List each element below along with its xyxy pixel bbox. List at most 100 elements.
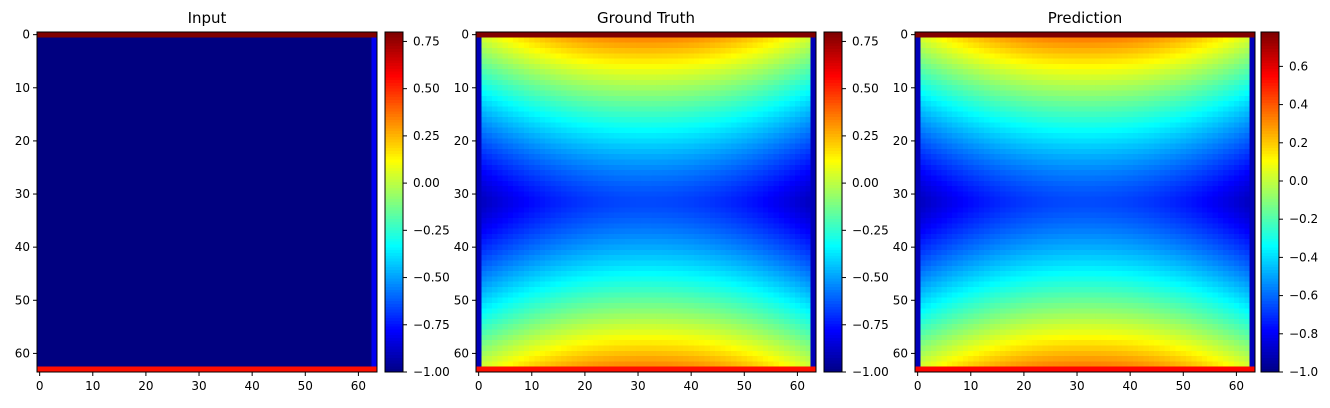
heatmap-cell	[313, 212, 319, 219]
heatmap-cell	[47, 79, 54, 86]
heatmap-cell	[371, 265, 378, 272]
heatmap-cell	[84, 42, 91, 49]
heatmap-cell	[302, 138, 309, 144]
heatmap-cell	[84, 207, 91, 213]
heatmap-cell	[122, 276, 128, 282]
heatmap-cell	[773, 63, 780, 70]
heatmap-cell	[286, 79, 293, 86]
heatmap-cell	[672, 74, 679, 81]
heatmap-cell	[244, 58, 250, 65]
heatmap-cell	[233, 212, 240, 219]
heatmap-cell	[238, 138, 245, 144]
heatmap-cell	[286, 170, 293, 176]
heatmap-cell	[307, 175, 314, 182]
heatmap-cell	[143, 37, 149, 43]
heatmap-cell	[249, 233, 256, 240]
heatmap-cell	[79, 138, 86, 144]
heatmap-cell	[217, 302, 224, 309]
heatmap-cell	[286, 340, 293, 346]
heatmap-cell	[286, 345, 293, 352]
heatmap-cell	[313, 90, 319, 97]
heatmap-cell	[345, 350, 351, 357]
heatmap-cell	[529, 53, 535, 59]
heatmap-cell	[58, 159, 64, 166]
colorbar-tick-label: −1.00	[413, 365, 450, 379]
heatmap-cell	[313, 196, 319, 203]
heatmap-cell	[491, 63, 498, 70]
heatmap-cell	[302, 308, 309, 314]
heatmap-cell	[297, 249, 303, 256]
heatmap-cell	[307, 85, 314, 91]
heatmap-cell	[127, 122, 133, 128]
heatmap-cell	[52, 223, 59, 229]
heatmap-cell	[355, 95, 362, 102]
heatmap-cell	[185, 249, 192, 256]
heatmap-cell	[249, 90, 256, 97]
heatmap-cell	[47, 159, 54, 166]
colorbar-segment	[385, 117, 403, 121]
heatmap-cell	[42, 90, 48, 97]
heatmap-cell	[100, 32, 107, 38]
heatmap-cell	[361, 366, 367, 373]
heatmap-cell	[762, 74, 769, 81]
heatmap-cell	[74, 42, 80, 49]
heatmap-cell	[545, 74, 551, 81]
heatmap-cell	[254, 69, 261, 75]
heatmap-cell	[100, 101, 107, 107]
heatmap-cell	[238, 175, 245, 182]
heatmap-cell	[63, 217, 70, 224]
heatmap-cell	[238, 180, 245, 187]
heatmap-cell	[260, 318, 266, 325]
heatmap-cell	[175, 69, 181, 75]
heatmap-cell	[122, 223, 128, 229]
heatmap-cell	[592, 79, 599, 86]
heatmap-cell	[90, 334, 96, 341]
heatmap-cell	[212, 217, 218, 224]
heatmap-cell	[800, 85, 806, 91]
heatmap-cell	[361, 85, 367, 91]
heatmap-cell	[228, 207, 234, 213]
colorbar-segment	[385, 304, 403, 308]
heatmap-cell	[313, 356, 319, 362]
heatmap-cell	[42, 244, 48, 251]
heatmap-cell	[603, 85, 610, 91]
heatmap-cell	[339, 361, 346, 367]
heatmap-cell	[350, 164, 357, 171]
heatmap-cell	[191, 111, 197, 118]
heatmap-cell	[561, 74, 567, 81]
heatmap-cell	[313, 281, 319, 288]
heatmap-cell	[329, 217, 335, 224]
heatmap-cell	[52, 255, 59, 261]
heatmap-cell	[185, 117, 192, 123]
heatmap-cell	[42, 42, 48, 49]
heatmap-cell	[773, 69, 780, 75]
heatmap-cell	[265, 223, 272, 229]
heatmap-cell	[37, 228, 43, 235]
heatmap-cell	[731, 32, 737, 38]
heatmap-cell	[207, 255, 213, 261]
heatmap-cell	[762, 47, 769, 54]
heatmap-cell	[794, 42, 801, 49]
heatmap-cell	[191, 148, 197, 155]
heatmap-cell	[68, 255, 75, 261]
heatmap-cell	[323, 180, 330, 187]
heatmap-cell	[169, 127, 176, 134]
heatmap-cell	[84, 90, 91, 97]
heatmap-cell	[238, 106, 245, 112]
heatmap-cell	[752, 85, 758, 91]
colorbar-segment	[385, 46, 403, 50]
colorbar-segment	[385, 363, 403, 367]
heatmap-cell	[334, 122, 341, 128]
heatmap-cell	[63, 212, 70, 219]
heatmap-cell	[222, 69, 229, 75]
heatmap-cell	[307, 180, 314, 187]
heatmap-cell	[355, 255, 362, 261]
heatmap-cell	[366, 101, 372, 107]
heatmap-cell	[254, 148, 261, 155]
heatmap-cell	[116, 249, 123, 256]
heatmap-cell	[518, 53, 525, 59]
heatmap-cell	[217, 366, 224, 373]
heatmap-cell	[233, 308, 240, 314]
heatmap-cell	[244, 138, 250, 144]
heatmap-cell	[350, 202, 357, 208]
